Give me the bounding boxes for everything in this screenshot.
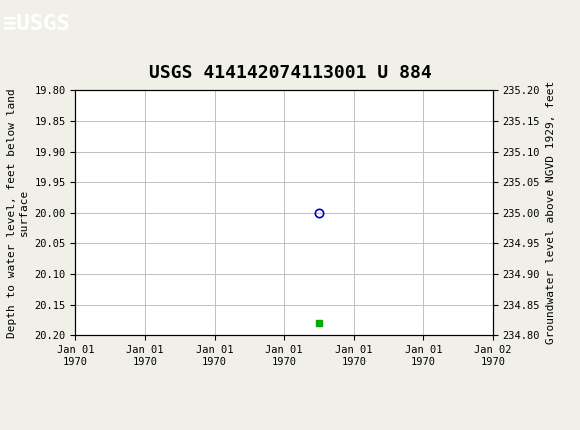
Y-axis label: Depth to water level, feet below land
surface: Depth to water level, feet below land su…	[8, 88, 29, 338]
Text: USGS 414142074113001 U 884: USGS 414142074113001 U 884	[148, 64, 432, 83]
Y-axis label: Groundwater level above NGVD 1929, feet: Groundwater level above NGVD 1929, feet	[546, 81, 556, 344]
Text: ≡USGS: ≡USGS	[3, 14, 70, 34]
